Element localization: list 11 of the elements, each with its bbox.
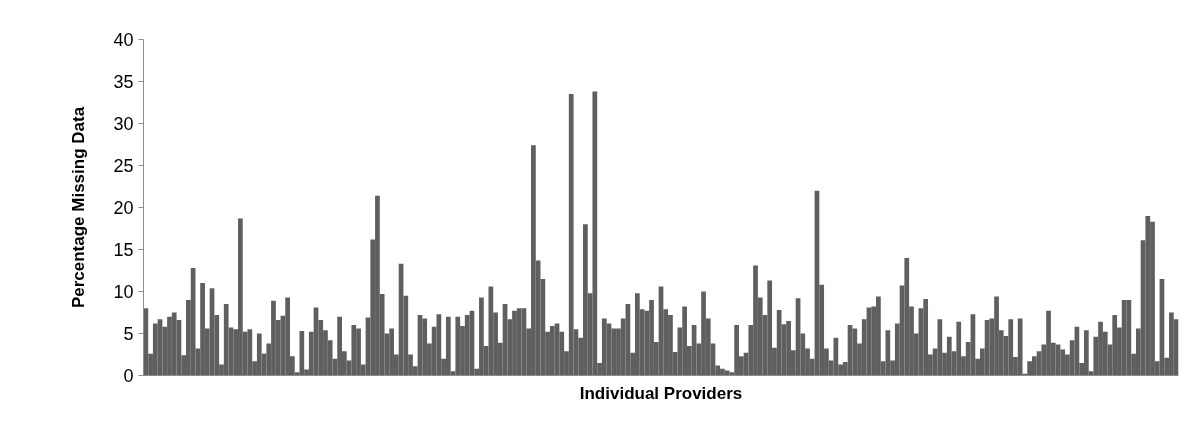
y-tick-label: 10 bbox=[113, 282, 134, 302]
y-axis-title: Percentage Missing Data bbox=[69, 106, 89, 309]
y-tick-label: 15 bbox=[113, 240, 134, 260]
y-tick-label: 25 bbox=[113, 156, 134, 176]
y-tick-label: 5 bbox=[123, 324, 134, 344]
y-tick-label: 30 bbox=[113, 114, 134, 134]
y-tick-label: 20 bbox=[113, 198, 134, 218]
x-axis-title: Individual Providers bbox=[579, 383, 743, 403]
y-tick-label: 0 bbox=[123, 366, 134, 386]
y-tick-label: 35 bbox=[113, 72, 134, 92]
y-tick-label: 40 bbox=[113, 30, 134, 50]
